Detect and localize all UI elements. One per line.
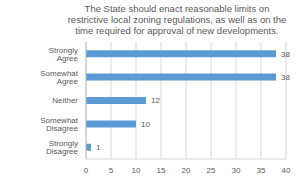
svg-text:25: 25 xyxy=(207,166,216,175)
html-text:The State should enact reasona: The State should enact reasonable limits… xyxy=(67,3,287,36)
svg-text:StronglyAgree: StronglyAgree xyxy=(49,46,79,63)
svg-text:10: 10 xyxy=(141,120,150,129)
svg-text:35: 35 xyxy=(257,166,266,175)
svg-text:SomewhatDisagree: SomewhatDisagree xyxy=(40,116,79,133)
svg-text:30: 30 xyxy=(232,166,241,175)
svg-text:20: 20 xyxy=(182,166,191,175)
svg-text:38: 38 xyxy=(281,73,290,82)
svg-text:1: 1 xyxy=(96,143,101,152)
svg-text:Neither: Neither xyxy=(52,96,78,105)
svg-text:0: 0 xyxy=(84,166,89,175)
svg-text:40: 40 xyxy=(282,166,291,175)
svg-text:38: 38 xyxy=(281,50,290,59)
svg-text:SomewhatAgree: SomewhatAgree xyxy=(40,69,79,86)
svg-text:5: 5 xyxy=(109,166,114,175)
svg-text:12: 12 xyxy=(151,96,160,105)
svg-text:15: 15 xyxy=(157,166,166,175)
svg-text:10: 10 xyxy=(132,166,141,175)
svg-text:StronglyDisagree: StronglyDisagree xyxy=(46,139,79,156)
